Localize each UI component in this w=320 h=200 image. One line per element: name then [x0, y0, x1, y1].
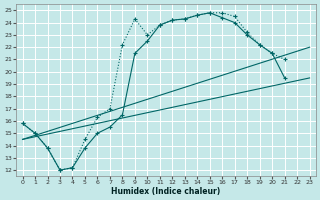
X-axis label: Humidex (Indice chaleur): Humidex (Indice chaleur)	[111, 187, 221, 196]
